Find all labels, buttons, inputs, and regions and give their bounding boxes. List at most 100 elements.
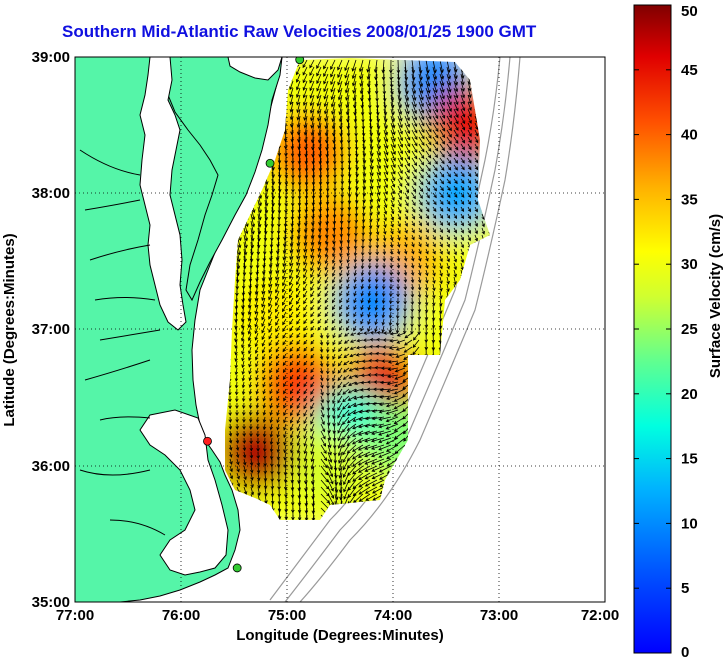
velocity-arrow (339, 311, 343, 318)
velocity-arrow (250, 220, 255, 235)
velocity-arrow (425, 150, 432, 159)
velocity-arrow (376, 213, 380, 223)
velocity-arrow (446, 87, 452, 100)
velocity-arrow (296, 283, 301, 292)
velocity-arrow (261, 311, 266, 321)
velocity-arrow (337, 381, 343, 389)
velocity-arrow (397, 94, 402, 109)
velocity-arrow (343, 339, 350, 344)
velocity-arrow (411, 122, 418, 134)
velocity-arrow (418, 248, 422, 255)
velocity-arrow (403, 353, 413, 360)
velocity-arrow (460, 185, 465, 191)
velocity-arrow (425, 262, 429, 270)
velocity-arrow (318, 199, 323, 213)
velocity-arrow (303, 381, 308, 388)
velocity-arrow (296, 101, 301, 114)
velocity-arrow (359, 73, 364, 88)
velocity-arrow (228, 444, 233, 451)
velocity-arrow (257, 206, 262, 221)
velocity-arrow (418, 150, 425, 159)
velocity-arrow (418, 178, 424, 186)
velocity-arrow (302, 73, 308, 84)
velocity-arrow (432, 213, 437, 220)
velocity-arrow (397, 150, 403, 161)
velocity-arrow (247, 304, 252, 316)
velocity-arrow (310, 353, 315, 359)
velocity-arrow (289, 332, 294, 339)
velocity-arrow (268, 325, 273, 333)
velocity-arrow (374, 311, 378, 319)
velocity-arrow (303, 332, 308, 338)
velocity-arrow (289, 101, 294, 113)
velocity-arrow (326, 402, 331, 412)
velocity-arrow (282, 311, 287, 319)
velocity-arrow (303, 101, 308, 114)
velocity-arrow (304, 500, 309, 514)
velocity-arrow (389, 331, 399, 336)
velocity-arrow (338, 346, 343, 352)
velocity-arrow (383, 206, 388, 215)
velocity-arrow (268, 311, 273, 320)
velocity-arrow (371, 451, 385, 458)
velocity-arrow (346, 416, 357, 424)
velocity-arrow (374, 297, 379, 304)
velocity-arrow (241, 346, 245, 355)
velocity-arrow (425, 206, 430, 213)
velocity-arrow (310, 318, 315, 325)
velocity-arrow (411, 199, 416, 207)
velocity-arrow (331, 255, 336, 264)
velocity-arrow (360, 311, 364, 318)
velocity-arrow (425, 73, 431, 87)
velocity-arrow (289, 346, 294, 353)
velocity-arrow (281, 276, 287, 287)
velocity-arrow (346, 290, 350, 297)
velocity-arrow (302, 66, 308, 76)
velocity-arrow (324, 276, 329, 284)
velocity-arrow (344, 332, 350, 337)
velocity-arrow (242, 444, 247, 452)
velocity-arrow (418, 129, 425, 140)
velocity-arrow (323, 101, 329, 115)
velocity-arrow (296, 325, 301, 332)
velocity-arrow (396, 269, 401, 276)
velocity-arrow (276, 430, 280, 439)
velocity-arrow (378, 402, 392, 407)
velocity-arrow (425, 66, 431, 81)
velocity-arrow (243, 472, 247, 481)
velocity-arrow (439, 87, 445, 100)
velocity-arrow (356, 345, 364, 350)
velocity-arrow (389, 338, 399, 343)
velocity-arrow (404, 332, 413, 339)
velocity-arrow (262, 367, 266, 374)
velocity-arrow (460, 213, 465, 220)
velocity-arrow (347, 164, 352, 178)
velocity-arrow (289, 325, 294, 332)
velocity-arrow (439, 73, 445, 87)
delaware-bay (227, 57, 283, 81)
velocity-arrow (303, 360, 308, 366)
velocity-arrow (337, 73, 343, 86)
velocity-arrow (383, 178, 388, 189)
velocity-arrow (432, 178, 438, 185)
velocity-arrow (289, 262, 294, 273)
velocity-arrow (304, 199, 309, 214)
velocity-arrow (320, 430, 326, 440)
velocity-arrow (343, 360, 350, 366)
velocity-arrow (318, 192, 323, 206)
velocity-arrow (358, 486, 371, 495)
velocity-arrow (332, 353, 336, 360)
velocity-arrow (432, 255, 436, 262)
velocity-arrow (355, 360, 364, 364)
velocity-arrow (352, 451, 364, 460)
x-tick: 73:00 (480, 607, 518, 624)
velocity-arrow (277, 178, 282, 193)
velocity-arrow (370, 437, 385, 443)
velocity-arrow (460, 94, 466, 105)
velocity-arrow (446, 283, 450, 293)
velocity-sample (225, 414, 294, 491)
velocity-arrow (234, 381, 239, 389)
velocity-arrow (310, 381, 315, 388)
velocity-arrow (296, 360, 301, 366)
velocity-arrow (240, 325, 245, 336)
